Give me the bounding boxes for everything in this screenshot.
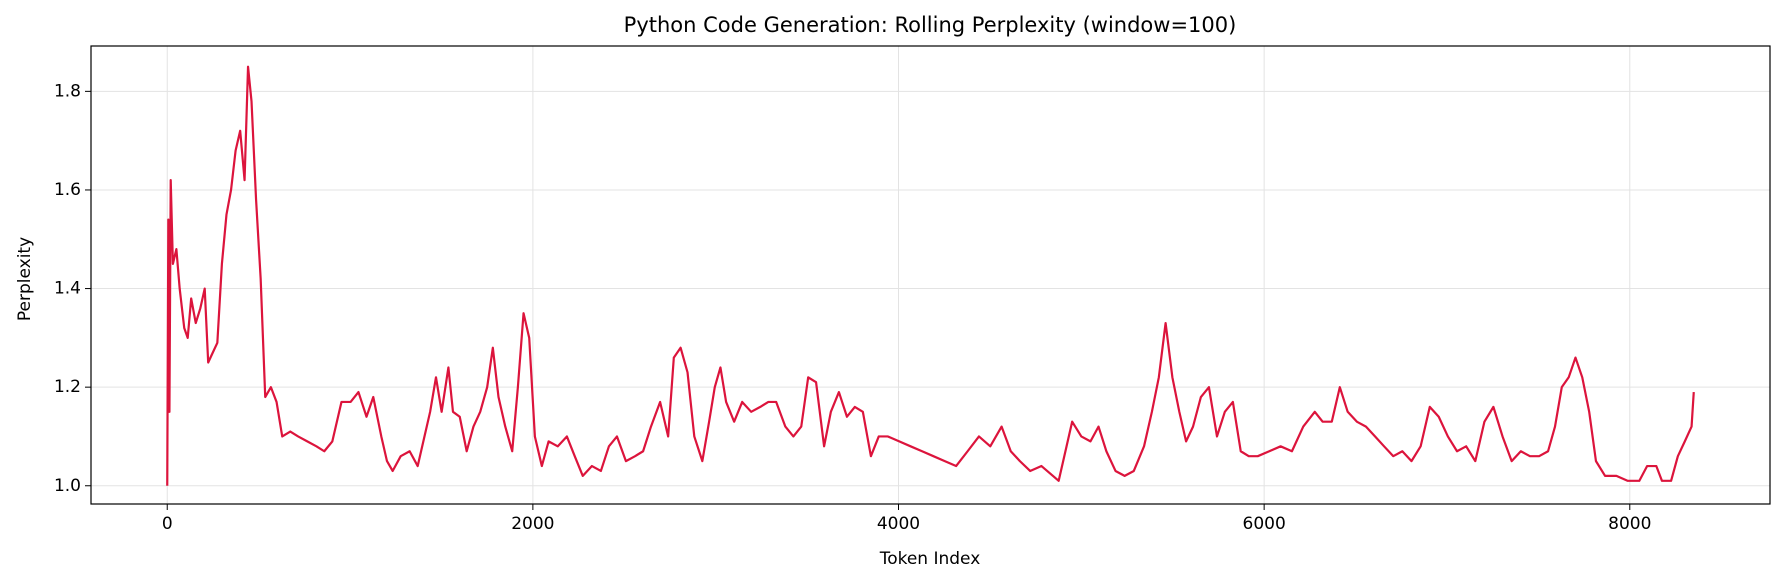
x-tick-label: 2000 <box>511 514 554 534</box>
x-tick-label: 4000 <box>877 514 920 534</box>
x-tick-label: 8000 <box>1608 514 1651 534</box>
x-axis-label: Token Index <box>879 549 981 569</box>
line <box>166 65 1695 486</box>
y-tick-label: 1.8 <box>54 81 81 101</box>
plot-frame <box>90 45 1771 505</box>
y-axis-label: Perplexity <box>15 237 35 321</box>
chart-title: Python Code Generation: Rolling Perplexi… <box>624 13 1237 37</box>
y-tick-label: 1.6 <box>54 180 81 200</box>
y-tick-label: 1.2 <box>54 377 81 397</box>
x-tick-label: 6000 <box>1243 514 1286 534</box>
y-tick-label: 1.4 <box>54 279 81 299</box>
x-tick-label: 0 <box>162 514 173 534</box>
y-tick-label: 1.0 <box>54 476 81 496</box>
